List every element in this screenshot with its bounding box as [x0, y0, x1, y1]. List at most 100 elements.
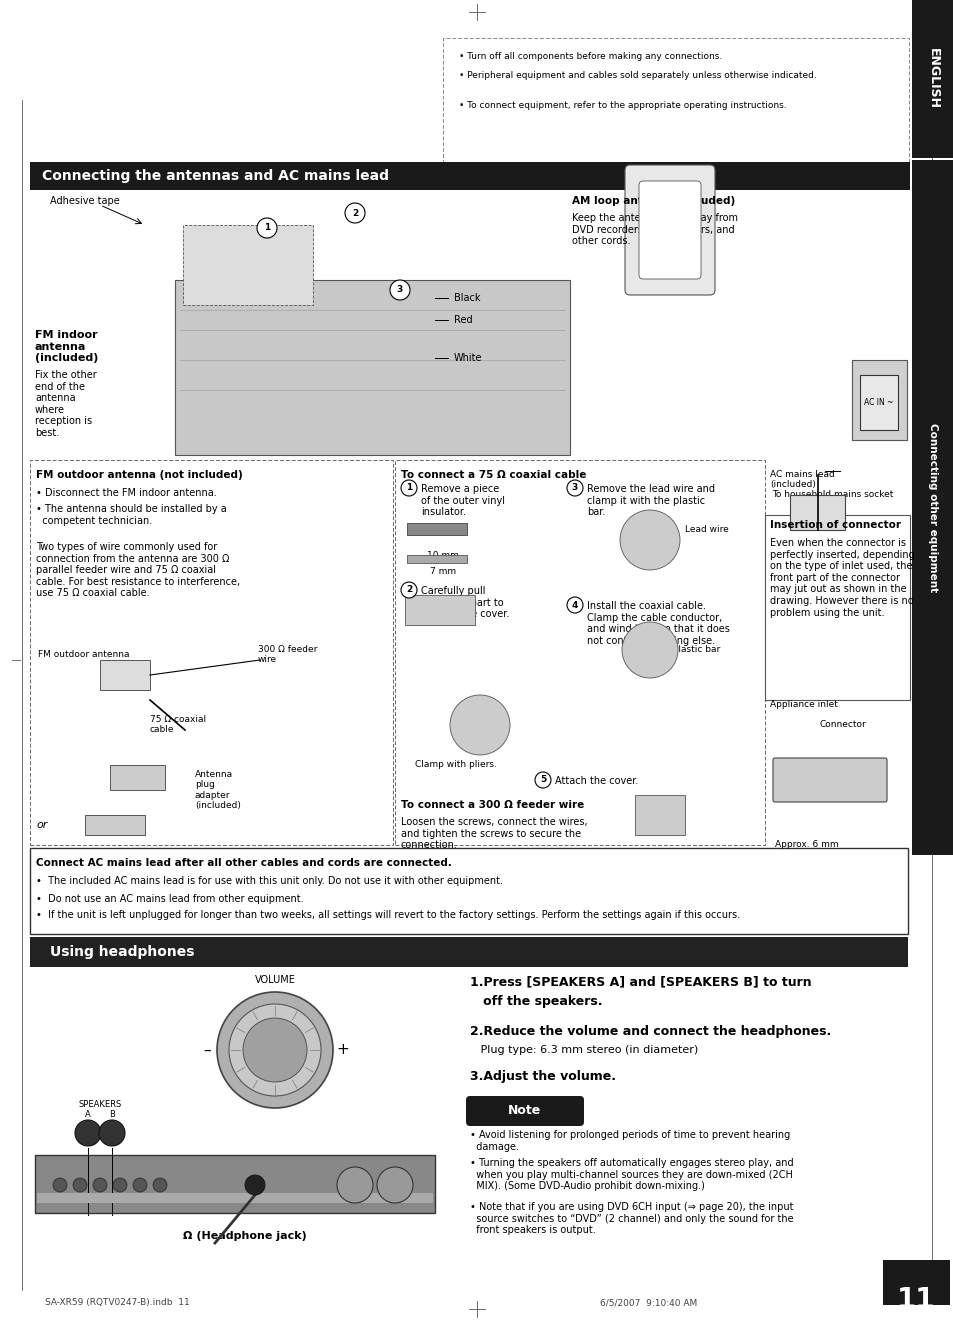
Text: 3: 3: [571, 483, 578, 493]
Text: 1.Press [SPEAKERS A] and [SPEAKERS B] to turn: 1.Press [SPEAKERS A] and [SPEAKERS B] to…: [470, 975, 811, 988]
Text: –: –: [203, 1042, 211, 1058]
Text: 2: 2: [352, 209, 357, 218]
Circle shape: [256, 218, 276, 238]
Bar: [851, 361, 906, 440]
Bar: [30, 162, 909, 190]
Text: •  If the unit is left unplugged for longer than two weeks, all settings will re: • If the unit is left unplugged for long…: [36, 910, 740, 919]
Circle shape: [566, 480, 582, 495]
Text: AC IN ~: AC IN ~: [863, 398, 893, 407]
Circle shape: [229, 1004, 320, 1096]
Text: • Turn off all components before making any connections.: • Turn off all components before making …: [458, 52, 721, 61]
Circle shape: [73, 1178, 87, 1192]
Text: 75 Ω coaxial
cable: 75 Ω coaxial cable: [150, 715, 206, 734]
Circle shape: [112, 1178, 127, 1192]
Circle shape: [132, 1178, 147, 1192]
Text: B: B: [109, 1110, 114, 1119]
Text: Appliance inlet: Appliance inlet: [769, 700, 837, 709]
Text: or: or: [36, 820, 48, 830]
Circle shape: [376, 1166, 413, 1203]
Text: Two types of wire commonly used for
connection from the antenna are 300 Ω
parall: Two types of wire commonly used for conn…: [36, 542, 240, 598]
Text: Connector: Connector: [820, 720, 866, 729]
Bar: [764, 515, 909, 700]
Text: • Avoid listening for prolonged periods of time to prevent hearing
  damage.: • Avoid listening for prolonged periods …: [470, 1129, 789, 1152]
Circle shape: [216, 992, 333, 1108]
Bar: [30, 937, 907, 967]
Text: ENGLISH: ENGLISH: [925, 49, 939, 110]
Circle shape: [619, 510, 679, 569]
Circle shape: [621, 622, 678, 678]
Circle shape: [336, 1166, 373, 1203]
Text: 3.Adjust the volume.: 3.Adjust the volume.: [470, 1070, 616, 1083]
Text: VOLUME: VOLUME: [254, 975, 295, 985]
Text: 6/5/2007  9:10:40 AM: 6/5/2007 9:10:40 AM: [599, 1299, 697, 1306]
Text: Remove the lead wire and
clamp it with the plastic
bar.: Remove the lead wire and clamp it with t…: [586, 483, 714, 518]
Text: 2: 2: [405, 585, 412, 594]
Text: • Disconnect the FM indoor antenna.: • Disconnect the FM indoor antenna.: [36, 487, 216, 498]
Text: Insertion of connector: Insertion of connector: [769, 520, 900, 530]
Circle shape: [450, 695, 510, 756]
Text: To household mains socket: To household mains socket: [771, 490, 892, 499]
Bar: [85, 815, 145, 835]
Bar: [911, 0, 953, 159]
FancyBboxPatch shape: [465, 1096, 583, 1125]
Circle shape: [400, 583, 416, 598]
Text: To connect a 75 Ω coaxial cable: To connect a 75 Ω coaxial cable: [400, 470, 586, 480]
Text: Carefully pull
the tabs apart to
remove the cover.: Carefully pull the tabs apart to remove …: [420, 587, 509, 620]
Bar: [30, 460, 393, 845]
Text: • The antenna should be installed by a
  competent technician.: • The antenna should be installed by a c…: [36, 505, 227, 526]
Bar: [35, 1155, 435, 1213]
Text: SA-XR59 (RQTV0247-B).indb  11: SA-XR59 (RQTV0247-B).indb 11: [45, 1299, 190, 1306]
Text: Connecting the antennas and AC mains lead: Connecting the antennas and AC mains lea…: [42, 169, 389, 184]
Bar: [882, 1260, 949, 1305]
Text: Plastic bar: Plastic bar: [672, 645, 720, 654]
Text: • To connect equipment, refer to the appropriate operating instructions.: • To connect equipment, refer to the app…: [458, 100, 786, 110]
Text: Black: Black: [454, 293, 480, 303]
Text: 7 mm: 7 mm: [430, 567, 456, 576]
Text: To connect a 300 Ω feeder wire: To connect a 300 Ω feeder wire: [400, 801, 583, 810]
Text: 4: 4: [571, 601, 578, 609]
Text: Lead wire: Lead wire: [684, 524, 728, 534]
Bar: [30, 848, 907, 934]
Text: •  The included AC mains lead is for use with this unit only. Do not use it with: • The included AC mains lead is for use …: [36, 876, 502, 886]
Circle shape: [535, 771, 551, 789]
Text: Even when the connector is
perfectly inserted, depending
on the type of inlet us: Even when the connector is perfectly ins…: [769, 538, 914, 618]
Text: Note: Note: [508, 1104, 541, 1118]
Text: AC mains lead
(included): AC mains lead (included): [769, 470, 834, 489]
Text: 300 Ω feeder
wire: 300 Ω feeder wire: [257, 645, 317, 664]
Text: A: A: [85, 1110, 91, 1119]
Bar: [407, 555, 467, 563]
Text: White: White: [454, 353, 482, 363]
Text: 1: 1: [264, 223, 270, 232]
Bar: [789, 495, 844, 530]
Bar: [911, 160, 953, 855]
Bar: [174, 280, 569, 454]
Text: Using headphones: Using headphones: [50, 945, 194, 959]
Bar: [405, 594, 475, 625]
Bar: [110, 765, 165, 790]
Text: Ω (Headphone jack): Ω (Headphone jack): [183, 1231, 307, 1240]
Text: off the speakers.: off the speakers.: [470, 995, 602, 1008]
Text: FM indoor
antenna
(included): FM indoor antenna (included): [35, 330, 98, 363]
Bar: [407, 523, 467, 535]
Text: Adhesive tape: Adhesive tape: [50, 196, 120, 206]
Circle shape: [152, 1178, 167, 1192]
Text: Connecting other equipment: Connecting other equipment: [927, 423, 937, 592]
Circle shape: [99, 1120, 125, 1147]
Circle shape: [243, 1018, 307, 1082]
Text: • Turning the speakers off automatically engages stereo play, and
  when you pla: • Turning the speakers off automatically…: [470, 1159, 793, 1192]
Bar: [635, 795, 684, 835]
Circle shape: [245, 1174, 265, 1196]
Text: SPEAKERS: SPEAKERS: [78, 1100, 121, 1110]
Text: 5: 5: [539, 775, 545, 785]
Text: •  Do not use an AC mains lead from other equipment.: • Do not use an AC mains lead from other…: [36, 894, 303, 904]
Text: Keep the antenna cord away from
DVD recorders, DVD players, and
other cords.: Keep the antenna cord away from DVD reco…: [572, 213, 738, 246]
Text: 10 mm: 10 mm: [427, 551, 458, 560]
FancyBboxPatch shape: [772, 758, 886, 802]
Bar: [37, 1193, 433, 1203]
FancyBboxPatch shape: [639, 181, 700, 279]
Text: 2.Reduce the volume and connect the headphones.: 2.Reduce the volume and connect the head…: [470, 1025, 830, 1038]
Circle shape: [92, 1178, 107, 1192]
Bar: [100, 660, 150, 690]
Text: • Note that if you are using DVD 6CH input (⇒ page 20), the input
  source switc: • Note that if you are using DVD 6CH inp…: [470, 1202, 793, 1235]
Text: Attach the cover.: Attach the cover.: [555, 775, 638, 786]
